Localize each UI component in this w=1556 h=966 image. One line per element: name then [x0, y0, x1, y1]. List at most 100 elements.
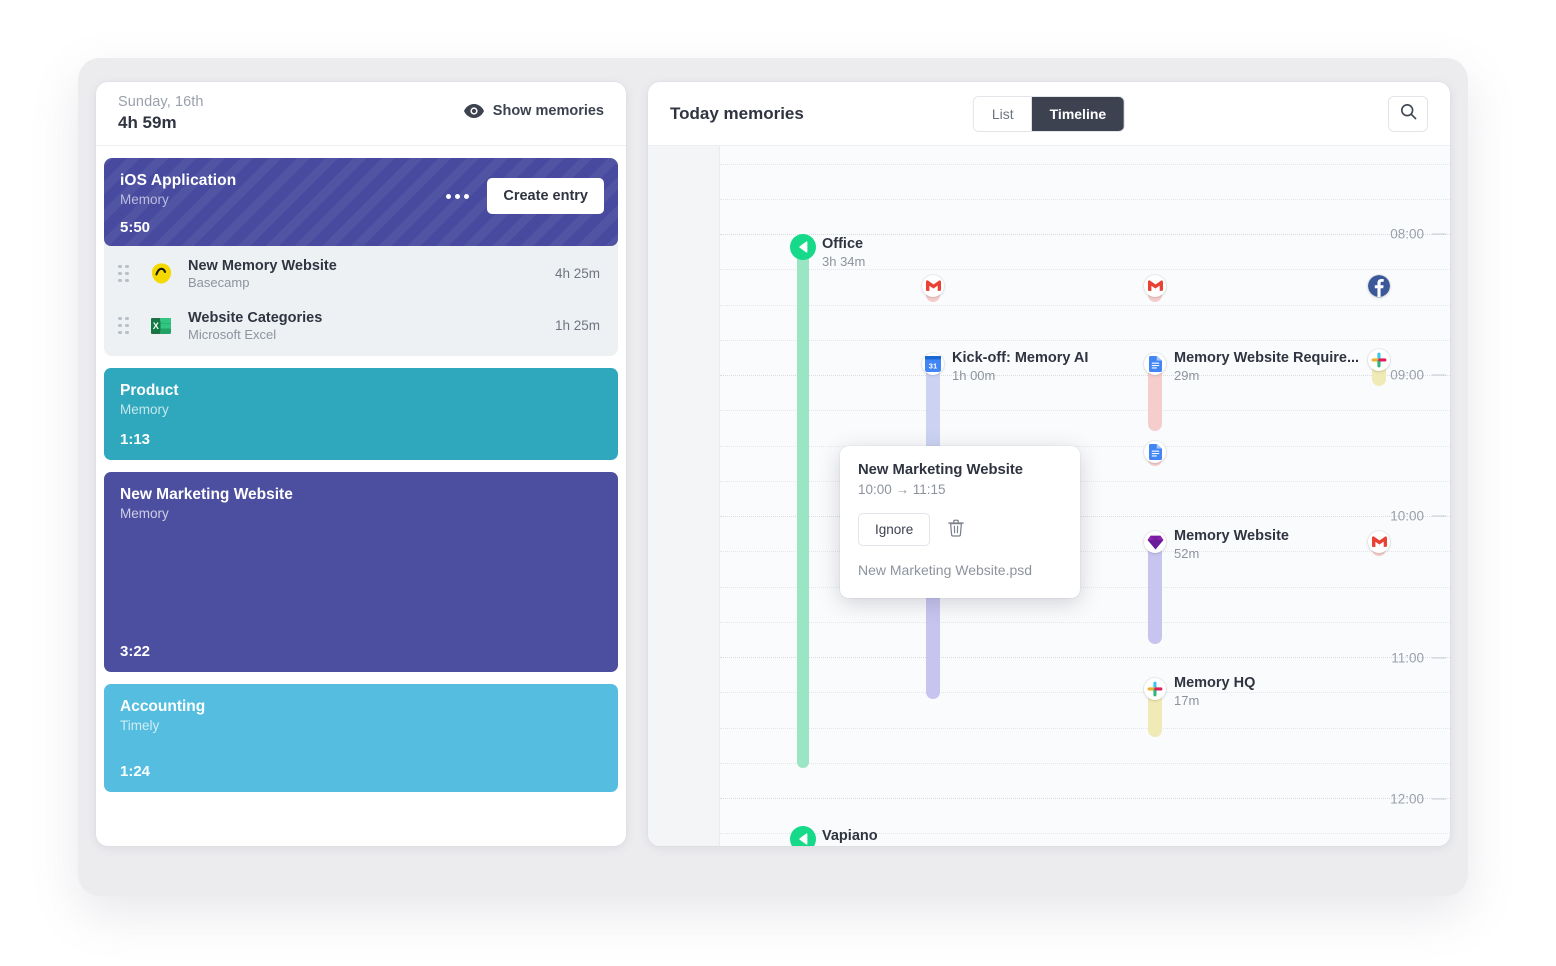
popup-time-range: 10:00 → 11:15	[858, 482, 946, 497]
timeline-item-name: Kick-off: Memory AI	[952, 350, 1089, 366]
timeline-header: Today memories List Timeline	[648, 82, 1450, 146]
project-card-new-marketing-website[interactable]: New Marketing Website Memory 3:22	[104, 472, 618, 672]
project-group-title: iOS Application	[120, 172, 237, 189]
timeline-pill[interactable]	[1148, 356, 1162, 431]
grid-line	[720, 692, 1450, 694]
grid-line	[720, 727, 1450, 729]
eye-icon	[463, 104, 484, 118]
create-entry-button[interactable]: Create entry	[487, 178, 604, 214]
project-card-accounting[interactable]: Accounting Timely 1:24	[104, 684, 618, 792]
grid-line	[720, 621, 1450, 623]
hour-label: 11:00	[1391, 650, 1424, 666]
ignore-button[interactable]: Ignore	[858, 513, 931, 546]
timeline-pill[interactable]	[1148, 534, 1162, 644]
entry-app: Basecamp	[188, 274, 250, 290]
gdocs-icon[interactable]	[1144, 441, 1166, 463]
grid-line	[720, 339, 1450, 341]
tab-timeline[interactable]: Timeline	[1031, 96, 1125, 131]
calendar-icon[interactable]: 31	[922, 353, 944, 375]
list-item[interactable]: X Website Categories Microsoft Excel 1h …	[104, 301, 618, 356]
timeline-item-label: Vapiano54m	[822, 828, 878, 846]
timeline-item-name: Office	[822, 236, 864, 252]
show-memories-button[interactable]: Show memories	[463, 103, 604, 119]
timeline-panel: Today memories List Timeline 08:00 09:00 1…	[648, 82, 1450, 846]
hour-tick	[1432, 657, 1446, 659]
timeline-item-label: Memory Website Require... 29m	[1174, 350, 1359, 383]
project-duration: 1:13	[120, 431, 151, 448]
timeline-item-label: Memory Website 52m	[1174, 528, 1289, 561]
grid-line	[720, 798, 1450, 799]
project-title: Product	[120, 382, 179, 399]
grid-line	[720, 762, 1450, 764]
entry-name: New Memory Website	[188, 257, 337, 274]
grid-line	[720, 516, 1450, 517]
tab-list[interactable]: List	[973, 96, 1032, 131]
drag-handle-icon[interactable]	[118, 316, 132, 335]
project-group-actions: Create entry	[444, 178, 604, 214]
list-item-text: New Memory Website Basecamp	[188, 258, 555, 290]
more-options-icon[interactable]	[444, 188, 471, 205]
search-icon	[1400, 103, 1417, 125]
svg-text:31: 31	[929, 361, 938, 370]
hour-label: 12:00	[1390, 791, 1424, 807]
project-subtitle: Memory	[120, 402, 169, 417]
grid-line	[720, 163, 1450, 165]
search-button[interactable]	[1388, 95, 1428, 132]
facebook-icon[interactable]	[1368, 275, 1390, 297]
grid-line	[720, 269, 1450, 271]
popup-title: New Marketing Website	[858, 462, 1023, 478]
timeline-item-label: Kick-off: Memory AI 1h 00m	[952, 350, 1088, 383]
project-subtitle: Memory	[120, 506, 169, 521]
drag-handle-icon[interactable]	[118, 264, 132, 283]
grid-line	[720, 234, 1450, 235]
event-detail-popup[interactable]: New Marketing Website 10:00 → 11:15 Igno…	[840, 446, 1080, 598]
slack-icon[interactable]	[1144, 678, 1166, 700]
grid-line	[720, 551, 1450, 553]
project-card-product[interactable]: Product Memory 1:13	[104, 368, 618, 460]
excel-icon: X	[148, 313, 174, 339]
grid-line	[720, 480, 1450, 482]
grid-line	[720, 833, 1450, 835]
timeline-item-duration: 1h 00m	[952, 368, 996, 383]
left-panel-header: Sunday, 16th 4h 59m Show memories	[96, 82, 626, 146]
timeline-item-duration: 52m	[1174, 546, 1200, 561]
grid-line	[720, 198, 1450, 200]
grid-line	[720, 657, 1450, 658]
list-item[interactable]: New Memory Website Basecamp 4h 25m	[104, 246, 618, 301]
delete-button[interactable]	[946, 517, 966, 542]
timeline-pill[interactable]	[797, 242, 809, 768]
location-pin-icon[interactable]	[790, 234, 816, 260]
grid-line	[720, 586, 1450, 588]
gmail-icon[interactable]	[1368, 531, 1390, 553]
grid-line	[720, 410, 1450, 412]
entry-name: Website Categories	[188, 309, 323, 326]
location-pin-icon[interactable]	[790, 826, 816, 846]
popup-file-name: New Marketing Website.psd	[858, 562, 1033, 578]
hour-label: 10:00	[1390, 508, 1424, 524]
grid-line	[720, 304, 1450, 306]
timeline-item-duration: 3h 34m	[822, 254, 866, 269]
basecamp-icon	[148, 261, 174, 287]
project-group-duration: 5:50	[120, 219, 151, 236]
project-title: Accounting	[120, 698, 206, 715]
sketch-icon[interactable]	[1144, 531, 1166, 553]
show-memories-label: Show memories	[492, 103, 604, 119]
timeline-grid[interactable]: 08:00 09:00 10:00 11:00 12:00 Office 3h 34m 31…	[648, 146, 1450, 846]
slack-icon[interactable]	[1368, 349, 1390, 371]
gmail-icon[interactable]	[1144, 275, 1166, 297]
grid-line	[720, 375, 1450, 376]
hour-tick	[1432, 233, 1446, 235]
project-group-header[interactable]: iOS Application Memory 5:50 Create entry	[104, 158, 618, 246]
hour-tick	[1432, 515, 1446, 517]
gdocs-icon[interactable]	[1144, 353, 1166, 375]
project-title: New Marketing Website	[120, 486, 293, 503]
hour-label: 09:00	[1390, 367, 1424, 383]
svg-text:X: X	[153, 321, 159, 331]
timeline-item-name: Memory Website Require...	[1174, 350, 1360, 366]
project-duration: 3:22	[120, 643, 151, 660]
entry-duration: 4h 25m	[554, 266, 600, 281]
grid-line	[720, 445, 1450, 447]
project-duration: 1:24	[120, 763, 151, 780]
gmail-icon[interactable]	[922, 275, 944, 297]
hour-tick	[1432, 798, 1446, 800]
